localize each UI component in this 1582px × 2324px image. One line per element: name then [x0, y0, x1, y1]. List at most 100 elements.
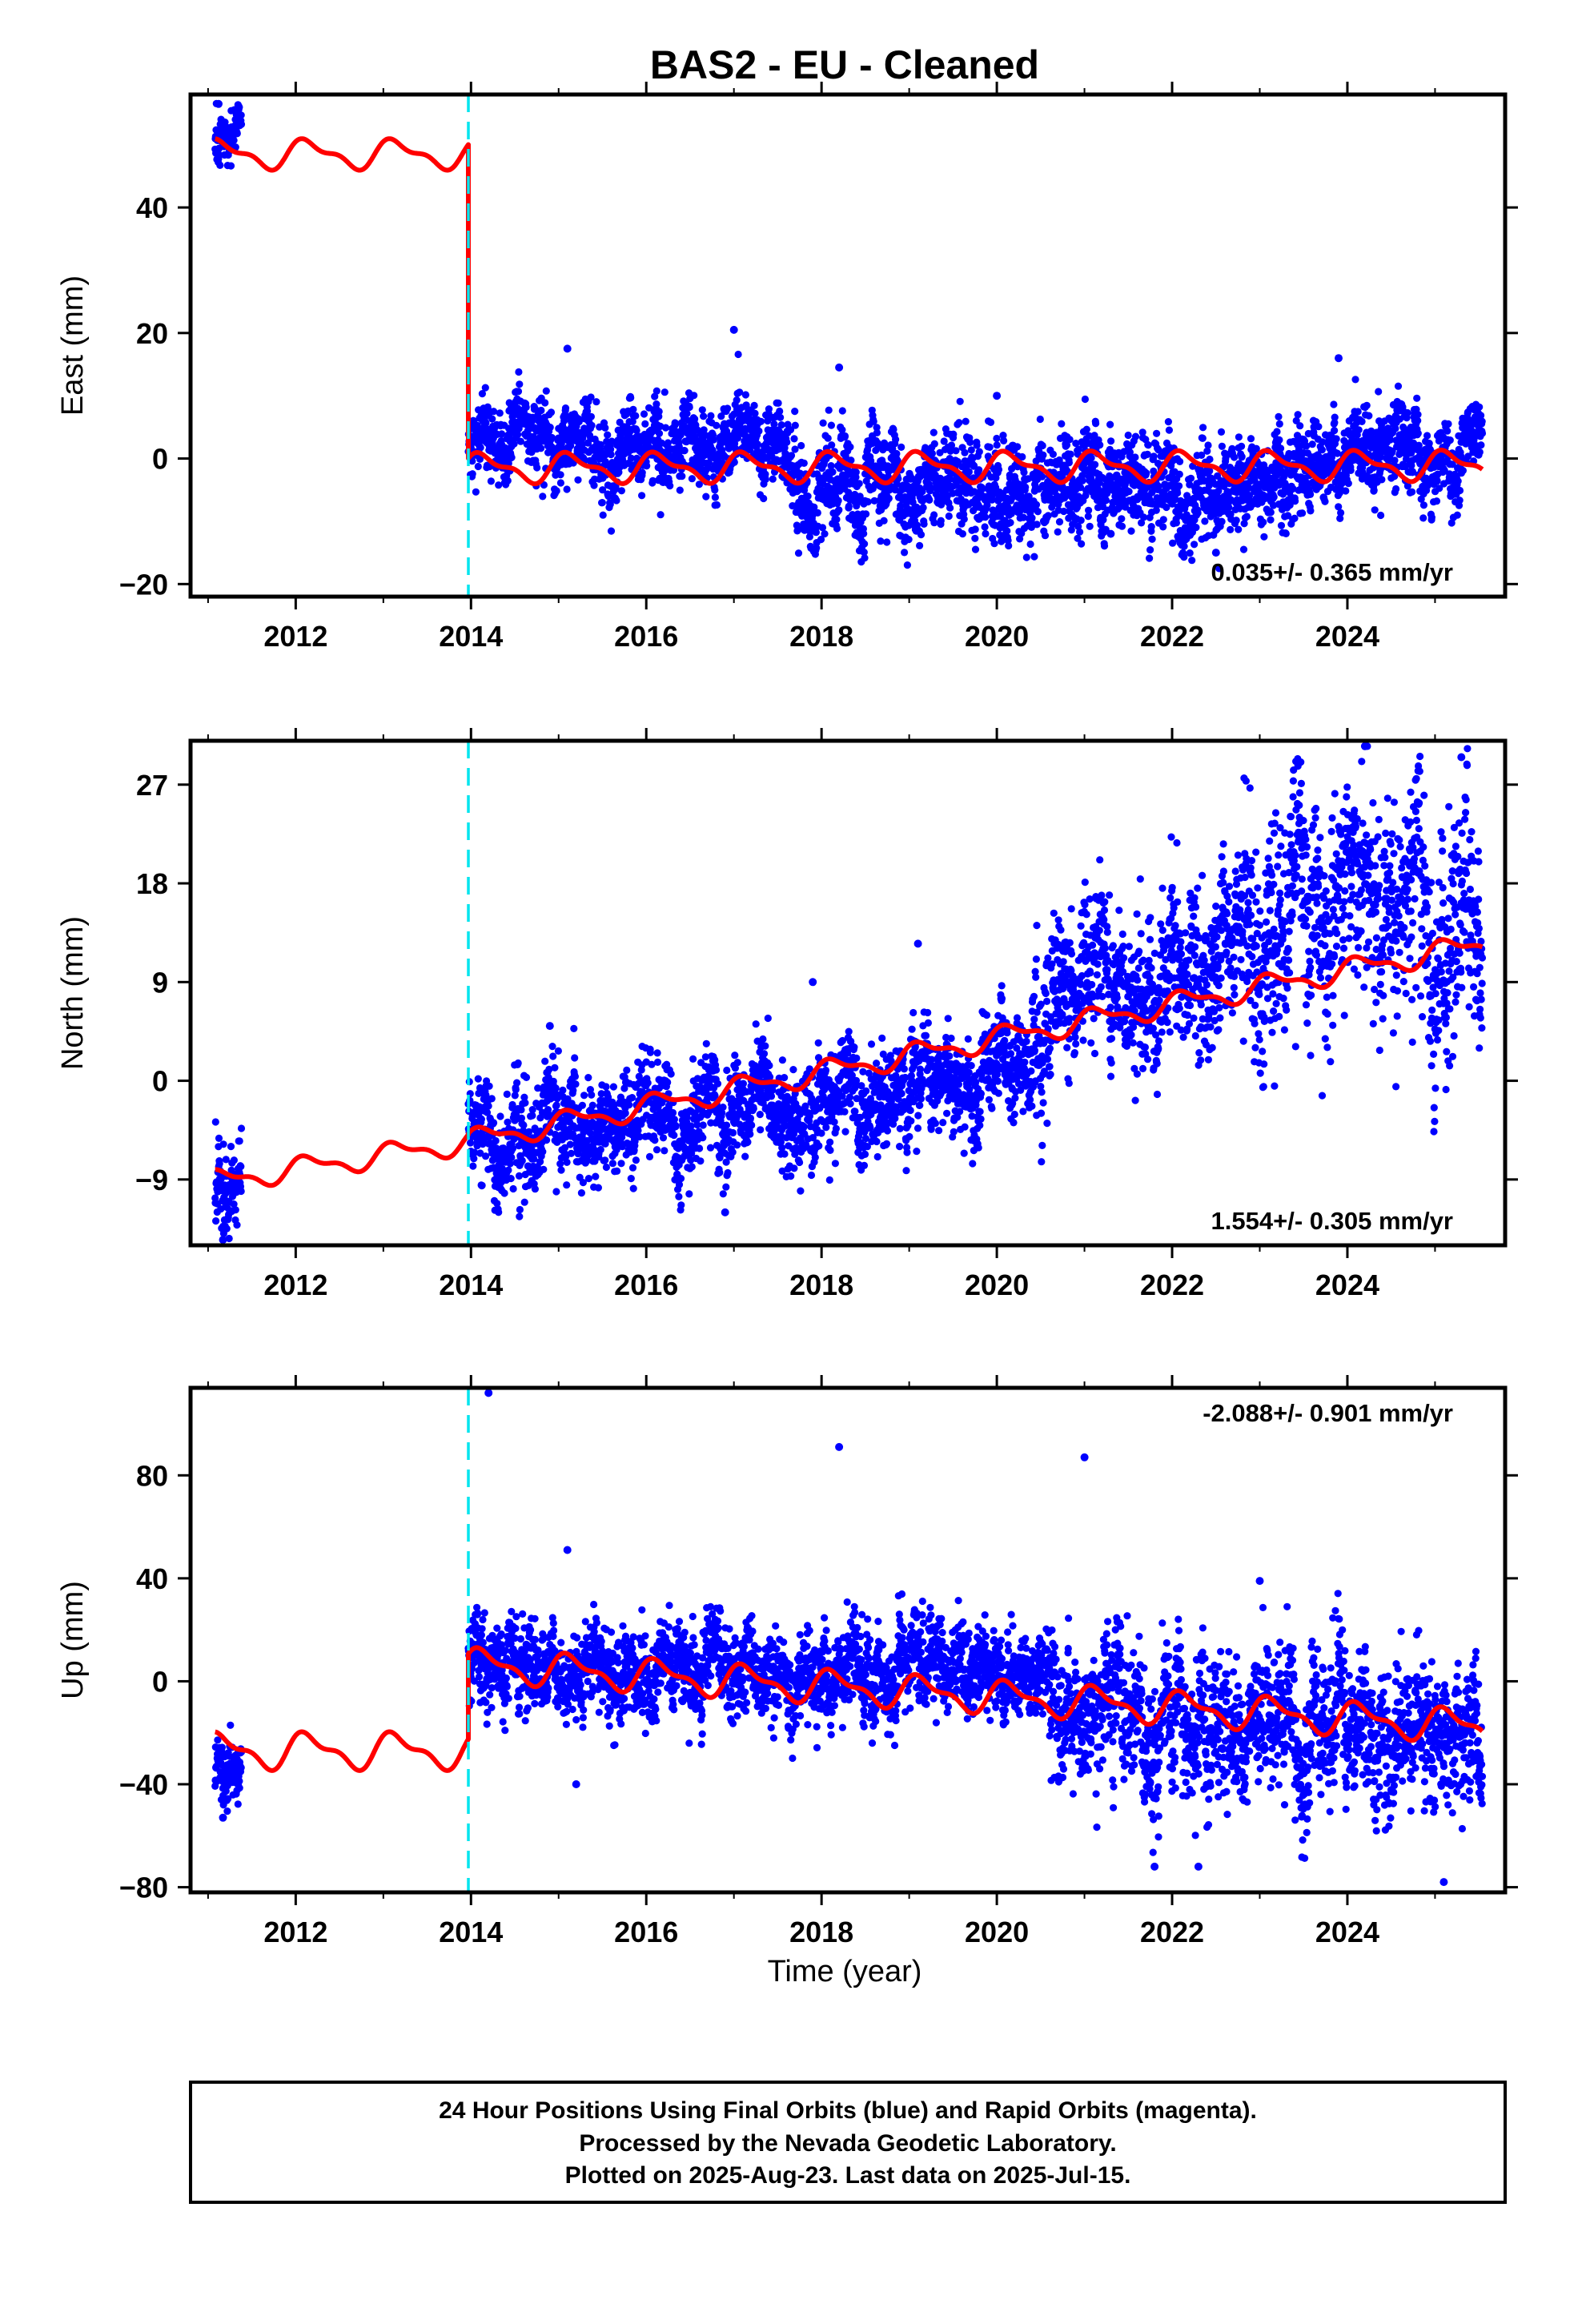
observation-point	[651, 1136, 659, 1144]
observation-point	[1478, 417, 1486, 425]
observation-point	[667, 1070, 675, 1078]
observation-point	[646, 1048, 655, 1056]
observation-point	[552, 1188, 560, 1196]
observation-point	[1456, 497, 1464, 505]
observation-point	[1044, 512, 1052, 520]
observation-point	[652, 400, 661, 408]
observation-point	[496, 409, 504, 417]
observation-point	[916, 541, 924, 550]
observation-point	[1082, 425, 1090, 433]
observation-point	[1078, 540, 1086, 548]
observation-point	[1038, 472, 1046, 480]
observation-point	[1377, 511, 1385, 520]
observation-point	[675, 1192, 683, 1200]
observation-point	[490, 408, 498, 416]
observation-point	[1077, 517, 1085, 525]
observation-point	[490, 1119, 498, 1127]
observation-point	[1370, 486, 1378, 494]
observation-point	[641, 420, 649, 428]
observation-point	[892, 436, 900, 444]
observation-point	[1066, 450, 1074, 458]
observation-point	[469, 1162, 477, 1170]
observation-point	[504, 1118, 512, 1126]
y-tick-label: 27	[136, 769, 168, 802]
observation-point	[513, 1079, 521, 1087]
observation-point	[730, 458, 738, 466]
observation-point	[503, 1090, 511, 1098]
observation-point	[521, 1099, 529, 1107]
observation-point	[629, 1184, 637, 1192]
observation-point	[215, 1160, 223, 1168]
observation-point	[676, 486, 684, 494]
observation-point	[468, 470, 476, 478]
observation-point	[1453, 511, 1461, 519]
observation-point	[1020, 468, 1028, 476]
observation-point	[504, 1166, 512, 1174]
observation-point	[971, 534, 979, 542]
outlier-point	[1335, 354, 1343, 363]
observation-point	[1034, 508, 1042, 516]
observation-point	[549, 1077, 557, 1085]
observation-point	[1175, 470, 1183, 478]
observation-point	[709, 446, 717, 455]
observation-point	[547, 408, 556, 416]
observation-point	[509, 1184, 517, 1193]
observation-point	[561, 404, 570, 412]
observation-point	[1144, 441, 1152, 449]
observation-point	[1227, 525, 1235, 534]
observation-point	[549, 1052, 557, 1060]
observation-point	[838, 426, 846, 434]
observation-point	[930, 428, 938, 436]
observation-point	[515, 368, 523, 376]
observation-point	[1172, 519, 1180, 527]
observation-point	[1408, 488, 1416, 496]
observation-point	[512, 1086, 520, 1094]
observation-point	[554, 1047, 563, 1055]
observation-point	[1107, 437, 1115, 445]
observation-point	[599, 511, 607, 519]
outlier-point	[993, 392, 1002, 400]
observation-point	[945, 512, 953, 521]
observation-point	[709, 436, 717, 444]
observation-point	[219, 1140, 227, 1148]
observation-point	[1235, 433, 1243, 441]
observation-point	[786, 426, 795, 434]
observation-point	[567, 442, 575, 450]
observation-point	[1238, 452, 1246, 460]
observation-point	[571, 1054, 579, 1062]
observation-point	[539, 1148, 547, 1156]
observation-point	[1006, 519, 1014, 527]
observation-point	[818, 524, 827, 532]
observation-point	[1394, 382, 1403, 390]
observation-point	[1267, 516, 1275, 524]
observation-point	[828, 441, 836, 449]
observation-point	[607, 451, 615, 459]
observation-point	[587, 393, 595, 401]
observation-point	[557, 1166, 565, 1174]
observation-point	[478, 1181, 486, 1189]
observation-point	[1199, 424, 1207, 432]
observation-point	[672, 1123, 680, 1131]
observation-point	[827, 462, 835, 470]
observation-point	[1476, 448, 1484, 456]
observation-point	[531, 405, 540, 413]
figure-title: BAS2 - EU - Cleaned	[650, 42, 1039, 87]
observation-point	[520, 1121, 528, 1129]
observation-point	[542, 387, 550, 395]
y-tick-label: −20	[119, 568, 168, 601]
observation-point	[1259, 518, 1267, 526]
observation-point	[655, 429, 664, 437]
observation-point	[655, 408, 663, 416]
observation-point	[787, 452, 796, 460]
observation-point	[515, 1172, 524, 1180]
observation-point	[559, 1086, 567, 1094]
observation-point	[617, 1160, 625, 1168]
observation-point	[1239, 545, 1248, 553]
observation-point	[1354, 408, 1362, 416]
observation-point	[1371, 506, 1379, 514]
observation-point	[577, 1189, 586, 1197]
observation-point	[937, 517, 945, 525]
observation-point	[905, 536, 913, 544]
observation-point	[227, 1143, 235, 1151]
observation-points	[211, 99, 1487, 573]
